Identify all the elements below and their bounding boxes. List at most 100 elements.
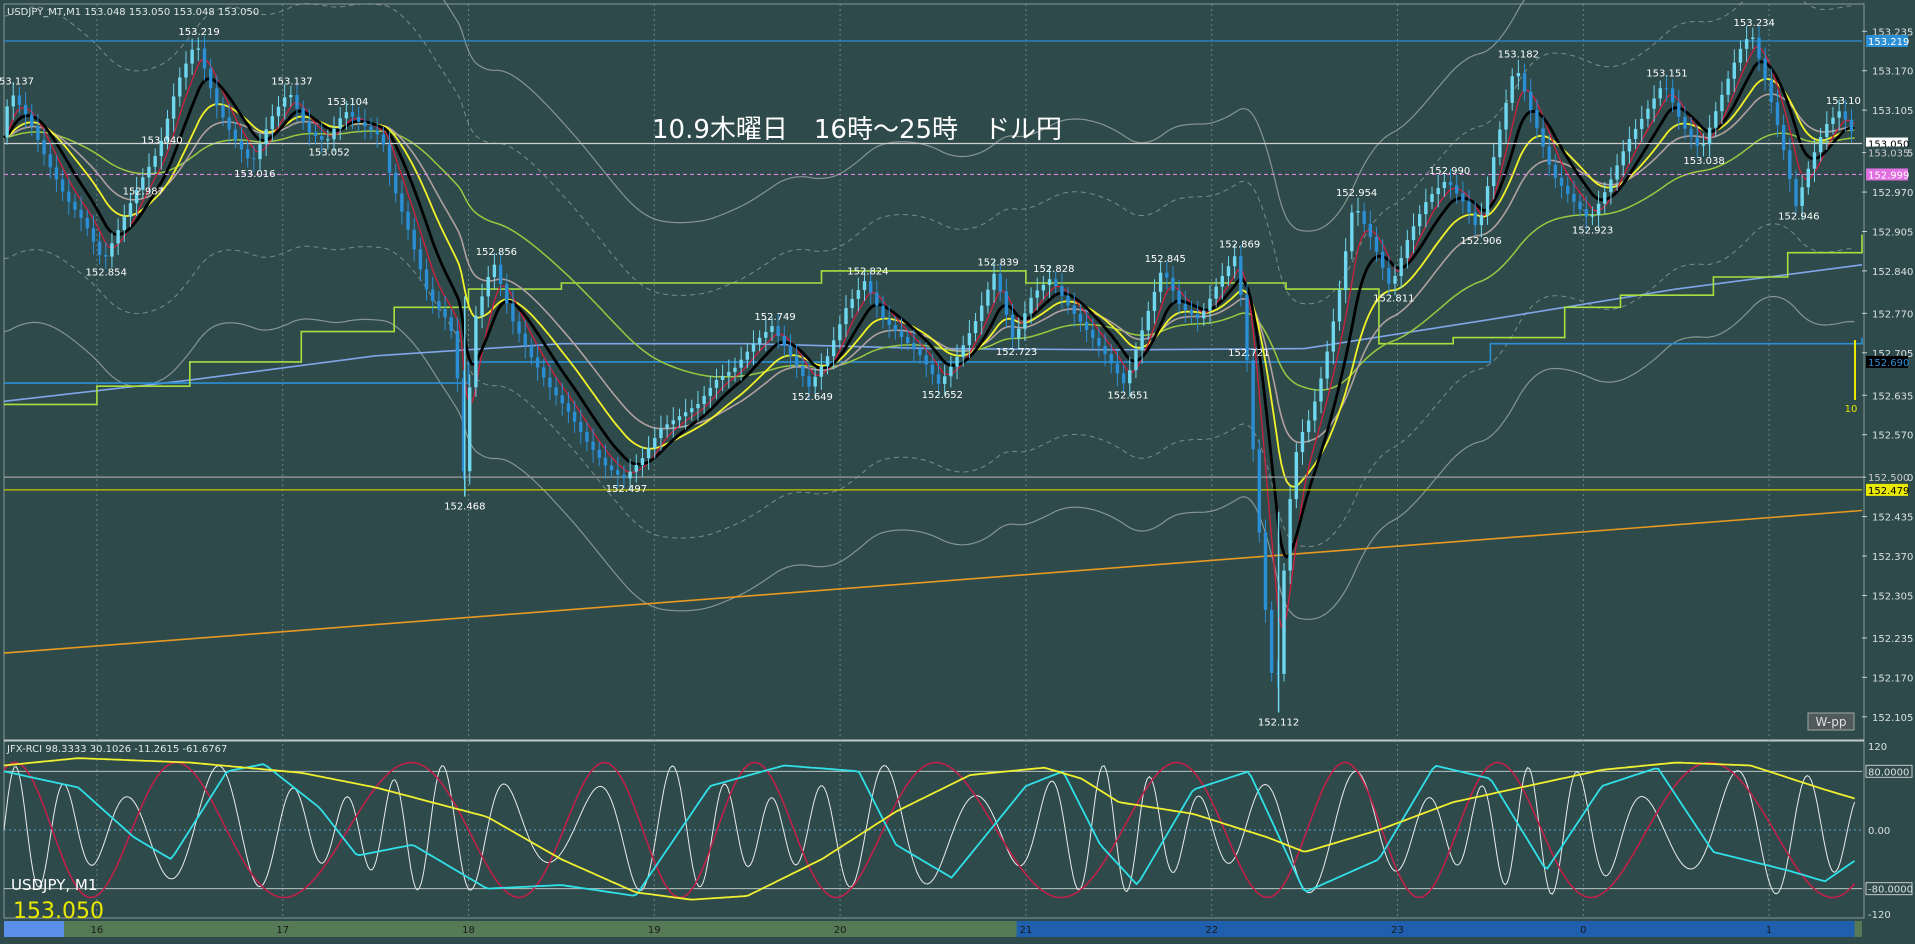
candle-body <box>79 209 83 218</box>
candle-body <box>30 114 34 127</box>
candle-body <box>1319 378 1323 402</box>
candle-body <box>560 395 564 404</box>
candle-body <box>1485 186 1490 216</box>
candle-body <box>554 387 558 396</box>
candle-body <box>572 411 577 422</box>
candle-body <box>23 104 28 115</box>
candle-body <box>412 229 416 250</box>
candle-body <box>1152 291 1157 311</box>
candle-body <box>1726 78 1730 95</box>
candle-body <box>1751 37 1755 40</box>
wpp-button[interactable]: W-pp <box>1807 712 1855 731</box>
price-axis: 153.235 153.170 153.105 153.035 152.970 152.9… <box>1862 27 1913 724</box>
candle-body <box>36 126 40 141</box>
candle-body <box>875 292 879 306</box>
candle-body <box>616 470 620 475</box>
candle-body <box>1535 110 1539 129</box>
price-tick-label: 152.105 <box>1872 713 1913 724</box>
candle-body <box>671 420 675 425</box>
candle-body <box>1467 201 1471 213</box>
rci-level-label: 120 <box>1868 742 1887 753</box>
candle-body <box>264 129 268 145</box>
price-tick-label: 152.905 <box>1872 227 1913 238</box>
level-tag <box>1866 483 1908 496</box>
candle-body <box>535 357 540 368</box>
candle-body <box>912 343 916 350</box>
candle-body <box>622 474 626 479</box>
candle-body <box>1794 178 1798 206</box>
candle-body <box>1195 314 1200 319</box>
candle-body <box>128 203 133 217</box>
price-label: 153.10 <box>1826 96 1861 107</box>
candle-body <box>653 437 657 449</box>
candle-body <box>1343 251 1348 291</box>
candle-body <box>831 340 836 357</box>
candle-body <box>714 379 719 388</box>
price-tick-label: 152.840 <box>1872 267 1913 278</box>
candle-body <box>91 228 96 242</box>
candle-body <box>282 97 287 107</box>
candle-body <box>1763 58 1767 80</box>
candle-body <box>949 366 953 377</box>
candle-body <box>517 321 521 334</box>
candle-body <box>468 387 472 472</box>
candle-body <box>505 284 509 304</box>
candle-body <box>1516 73 1521 77</box>
candle-body <box>480 296 484 316</box>
candle-body <box>1245 294 1249 361</box>
candle-body <box>1553 164 1558 178</box>
price-label: 152.723 <box>996 347 1037 358</box>
level-tag <box>1866 137 1908 150</box>
candle-body <box>844 308 848 325</box>
candle-body <box>1189 310 1194 315</box>
candle-body <box>1559 177 1564 186</box>
price-tag-label: 152.690 <box>1868 358 1909 369</box>
candle-body <box>893 325 898 332</box>
candle-body <box>1109 354 1113 364</box>
candle-body <box>1572 193 1576 202</box>
candle-body <box>1368 223 1373 237</box>
candle-body <box>1004 291 1009 315</box>
candle-body <box>356 116 361 122</box>
candle-body <box>1781 124 1786 151</box>
candle-body <box>640 458 645 466</box>
price-label: 152.749 <box>754 312 795 323</box>
time-tick-label: 0 <box>1580 925 1586 936</box>
candle-body <box>1596 203 1601 216</box>
candle-body <box>1473 212 1477 226</box>
price-label: 152.856 <box>476 247 517 258</box>
price-candles <box>5 25 1854 713</box>
price-label: 153.234 <box>1734 18 1775 29</box>
candle-body <box>986 289 990 306</box>
level-tag <box>1866 35 1908 48</box>
candle-body <box>73 201 77 210</box>
candle-body <box>215 88 219 106</box>
candle-body <box>1411 226 1416 241</box>
candle-body <box>788 345 793 356</box>
candle-body <box>307 121 312 133</box>
candle-body <box>980 305 984 322</box>
candle-body <box>751 343 756 352</box>
candle-body <box>276 106 281 117</box>
candle-body <box>400 193 404 212</box>
candle-body <box>665 424 669 429</box>
time-tick-label: 20 <box>834 925 847 936</box>
candle-body <box>1350 212 1354 252</box>
candle-body <box>1239 256 1243 295</box>
candle-body <box>1664 88 1669 90</box>
price-label: 152.854 <box>86 267 127 278</box>
candle-body <box>1615 165 1619 180</box>
candle-body <box>1578 201 1582 210</box>
price-tick-label: 153.170 <box>1872 67 1913 78</box>
candle-body <box>1202 310 1206 319</box>
candle-body <box>924 355 928 365</box>
time-tick-label: 23 <box>1391 925 1404 936</box>
candle-body <box>609 465 614 471</box>
level-tag-label: 153.219 <box>1868 37 1909 48</box>
price-tick-label: 153.105 <box>1872 106 1913 117</box>
candle-body <box>1325 351 1329 379</box>
candle-body <box>1313 401 1317 421</box>
candle-body <box>1399 258 1403 276</box>
candle-body <box>1356 211 1360 213</box>
